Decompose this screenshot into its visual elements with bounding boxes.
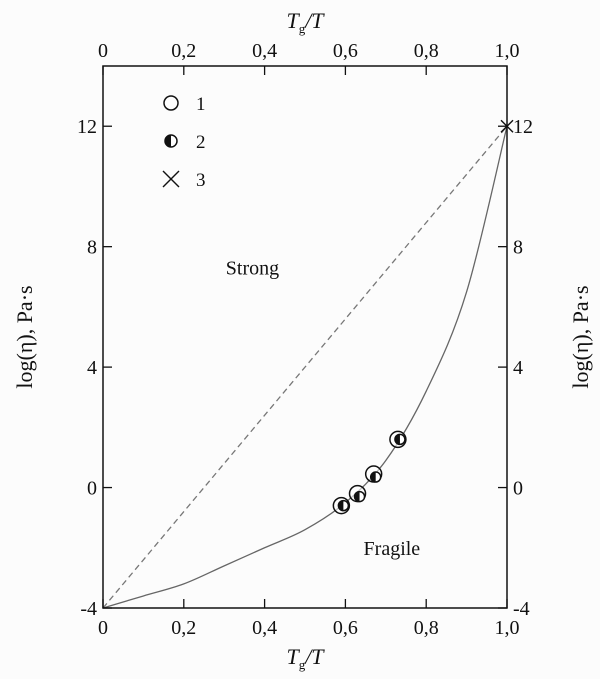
legend-label: 3	[196, 170, 206, 191]
data-point-half-filled-circle-half	[338, 500, 344, 511]
y-tick-label-right: 8	[513, 237, 523, 259]
fragile-fit-curve	[102, 126, 508, 609]
legend: 1 2 3	[162, 94, 206, 191]
x-tick-label-bottom: 0,2	[171, 617, 196, 639]
legend-marker-half-filled-circle	[164, 134, 178, 148]
legend-label: 2	[196, 132, 206, 153]
plot-frame	[102, 65, 508, 609]
x-axis-label-bottom: Tg/T	[286, 644, 325, 672]
y-tick-label-right: -4	[513, 598, 530, 620]
x-tick-label-top: 0	[98, 40, 108, 62]
x-tick-label-bottom: 0,8	[414, 617, 439, 639]
x-tick-label-top: 0,2	[171, 40, 196, 62]
x-label-top-main: T	[286, 8, 300, 33]
annotation-fragile: Fragile	[364, 538, 421, 560]
annotations: Strong Fragile	[226, 258, 420, 560]
x-tick-label-top: 0,4	[252, 40, 277, 62]
x-axis-label-top: Tg/T	[286, 8, 325, 36]
legend-marker-open-circle	[163, 95, 179, 111]
x-label-sub: g	[299, 657, 306, 672]
x-tick-label-top: 0,6	[333, 40, 358, 62]
data-point-half-filled-circle	[394, 433, 406, 446]
x-tick-label-bottom: 0,6	[333, 617, 358, 639]
legend-marker-cross	[162, 170, 180, 188]
x-label-den: /T	[303, 644, 325, 669]
legend-marker-cross-stroke-b	[162, 170, 180, 188]
y-tick-label-right: 0	[513, 478, 523, 500]
x-label-main: T	[286, 644, 300, 669]
x-label-top-sub: g	[299, 21, 306, 36]
points-layer	[332, 119, 514, 515]
ticks-layer: 000,20,20,40,40,60,60,80,81,01,0-4 -40 04 4…	[77, 40, 533, 639]
y-axis-label-left: log(η), Pa·s	[12, 285, 37, 388]
data-point-half-filled-circle-half	[394, 434, 400, 445]
data-point-half-filled-circle	[337, 499, 350, 512]
y-tick-label-right: 12	[513, 116, 533, 138]
y-tick-label-left: 8	[87, 237, 97, 259]
y-tick-label-left: 12	[77, 116, 97, 138]
y-tick-label-left: 0	[87, 478, 97, 500]
data-point-half-filled-circle-half	[370, 472, 376, 483]
data-point-half-filled-circle-half	[354, 491, 360, 502]
y-tick-label-right: 4	[513, 357, 523, 379]
x-label-top-den: /T	[303, 8, 325, 33]
x-tick-label-bottom: 1,0	[495, 617, 520, 639]
y-axis-label-right: log(η), Pa·s	[568, 285, 593, 388]
annotation-strong: Strong	[226, 258, 279, 280]
y-tick-label-left: -4	[80, 598, 97, 620]
strong-reference-line	[102, 125, 508, 609]
data-point-half-filled-circle	[353, 490, 366, 503]
data-point-half-filled-circle	[369, 471, 382, 483]
x-tick-label-top: 1,0	[495, 40, 520, 62]
legend-marker-half-filled-circle-half	[165, 135, 171, 147]
x-tick-label-top: 0,8	[414, 40, 439, 62]
y-tick-label-left: 4	[87, 357, 97, 379]
legend-label: 1	[196, 94, 206, 115]
x-tick-label-bottom: 0	[98, 617, 108, 639]
x-tick-label-bottom: 0,4	[252, 617, 277, 639]
lines-layer	[102, 125, 508, 609]
